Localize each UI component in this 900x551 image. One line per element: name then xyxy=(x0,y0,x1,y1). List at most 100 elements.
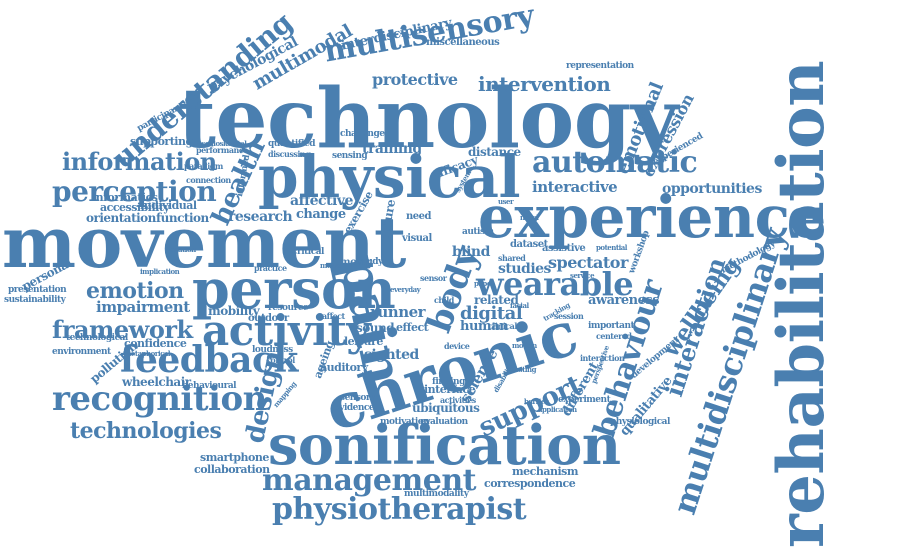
word-motor: motor xyxy=(340,257,372,268)
word-control: control xyxy=(266,355,295,365)
word-wearable: wearable xyxy=(476,265,634,303)
word-confidence: confidence xyxy=(124,337,187,350)
word-orientation: orientation xyxy=(86,211,156,225)
word-dataset: dataset xyxy=(510,239,548,250)
word-sensing: sensing xyxy=(332,151,368,161)
word-human: human xyxy=(460,319,509,334)
word-recognition: recognition xyxy=(52,379,267,419)
word-important: important xyxy=(588,321,635,331)
word-miscellaneous: miscellaneous xyxy=(426,37,500,48)
word-motion: motion xyxy=(512,341,537,350)
word-individual: individual xyxy=(140,199,197,212)
word-impairment: impairment xyxy=(96,298,190,316)
word-sound: sound xyxy=(356,321,395,335)
word-everyday: everyday xyxy=(390,285,421,294)
word-iteration: iteration xyxy=(166,245,196,254)
word-change: change xyxy=(296,207,346,222)
word-critical: critical xyxy=(292,247,324,257)
word-challenge: challenge xyxy=(340,129,385,139)
word-discussing: discussing xyxy=(268,149,311,159)
word-function: function xyxy=(156,211,209,225)
word-feedback: feedback xyxy=(120,339,298,381)
word-session: session xyxy=(554,311,584,321)
word-emotion: emotion xyxy=(86,278,184,304)
word-person: person xyxy=(192,257,396,321)
word-research: research xyxy=(228,209,293,225)
word-wheelchair: wheelchair xyxy=(122,375,191,389)
word-spectator: spectator xyxy=(548,253,628,272)
word-collaboration: collaboration xyxy=(194,463,270,476)
word-affective: affective xyxy=(290,193,353,209)
word-interaction-small: interaction xyxy=(580,353,625,363)
word-sensory: sensory xyxy=(340,393,375,403)
word-affect: affect xyxy=(322,311,345,321)
word-ubiquitous: ubiquitous xyxy=(412,401,480,415)
word-potential: potential xyxy=(596,243,627,252)
word-sonification: sonification xyxy=(268,413,621,477)
word-behavioural: behavioural xyxy=(182,381,237,391)
word-practice: practice xyxy=(254,263,287,273)
word-smartphone: smartphone xyxy=(200,451,269,464)
word-auditory: auditory xyxy=(320,361,368,374)
word-representation: representation xyxy=(566,61,634,71)
word-device: device xyxy=(444,341,470,351)
word-multimodality: multimodality xyxy=(404,489,469,499)
word-rehabilitation: rehabilitation xyxy=(764,60,839,548)
word-motivation: motivation xyxy=(380,417,430,427)
word-sustainability: sustainability xyxy=(4,295,66,305)
word-implication: implication xyxy=(140,267,180,276)
word-facial: facial xyxy=(510,301,529,310)
word-perception: perception xyxy=(52,175,217,208)
word-leisure: leisure xyxy=(344,335,383,348)
word-supporting: supporting xyxy=(130,135,193,148)
word-awareness: awareness xyxy=(588,293,660,308)
word-physical: physical xyxy=(258,143,521,211)
word-mechanism: mechanism xyxy=(512,465,578,478)
word-effect: effect xyxy=(396,321,429,334)
word-distance: distance xyxy=(468,145,521,159)
word-visual: visual xyxy=(402,233,432,244)
word-protective: protective xyxy=(372,70,458,89)
word-loudness: loudness xyxy=(252,345,293,355)
word-connection: connection xyxy=(186,175,231,185)
word-paradigm: paradigm xyxy=(184,161,223,171)
word-clinical: clinical xyxy=(488,321,517,331)
word-service: service xyxy=(570,271,595,280)
word-activity: activity xyxy=(202,306,371,355)
word-correspondence: correspondence xyxy=(484,477,576,490)
word-study: study xyxy=(358,257,383,267)
word-application: application xyxy=(538,405,577,414)
word-digital: digital xyxy=(460,303,523,324)
word-runner: runner xyxy=(370,303,426,321)
word-performance: performance xyxy=(196,145,248,155)
word-outdoor: outdoor xyxy=(248,313,289,324)
word-shared: shared xyxy=(498,253,526,263)
word-presentation: presentation xyxy=(8,285,67,295)
word-child: child xyxy=(434,295,454,305)
word-activities: activities xyxy=(440,395,476,405)
word-intervention: intervention xyxy=(478,72,611,96)
word-framework: framework xyxy=(52,315,193,344)
word-sighted: sighted xyxy=(364,347,419,363)
word-evaluation: evaluation xyxy=(420,417,468,427)
word-paper: paper xyxy=(474,279,494,288)
word-training: training xyxy=(362,141,422,157)
word-mobility: mobility xyxy=(208,304,260,318)
word-physiotherapist: physiotherapist xyxy=(272,492,527,527)
word-barrier: barrier xyxy=(524,397,549,406)
word-evidence: evidence xyxy=(334,403,375,413)
word-centered: centered xyxy=(596,331,632,341)
word-user: user xyxy=(498,197,514,206)
word-musculoskeletal: musculoskeletal xyxy=(190,139,247,148)
word-music: music xyxy=(320,261,341,270)
word-accessibility: accessibility xyxy=(100,201,170,214)
word-information: information xyxy=(62,147,217,176)
word-interface: interface xyxy=(424,383,476,396)
word-automatic: automatic xyxy=(532,145,698,180)
word-environment: environment xyxy=(52,347,111,357)
word-sensor: sensor xyxy=(420,273,447,283)
word-resource: resource xyxy=(268,303,309,313)
word-blind: blind xyxy=(452,244,490,260)
word-movement: movement xyxy=(2,201,406,284)
